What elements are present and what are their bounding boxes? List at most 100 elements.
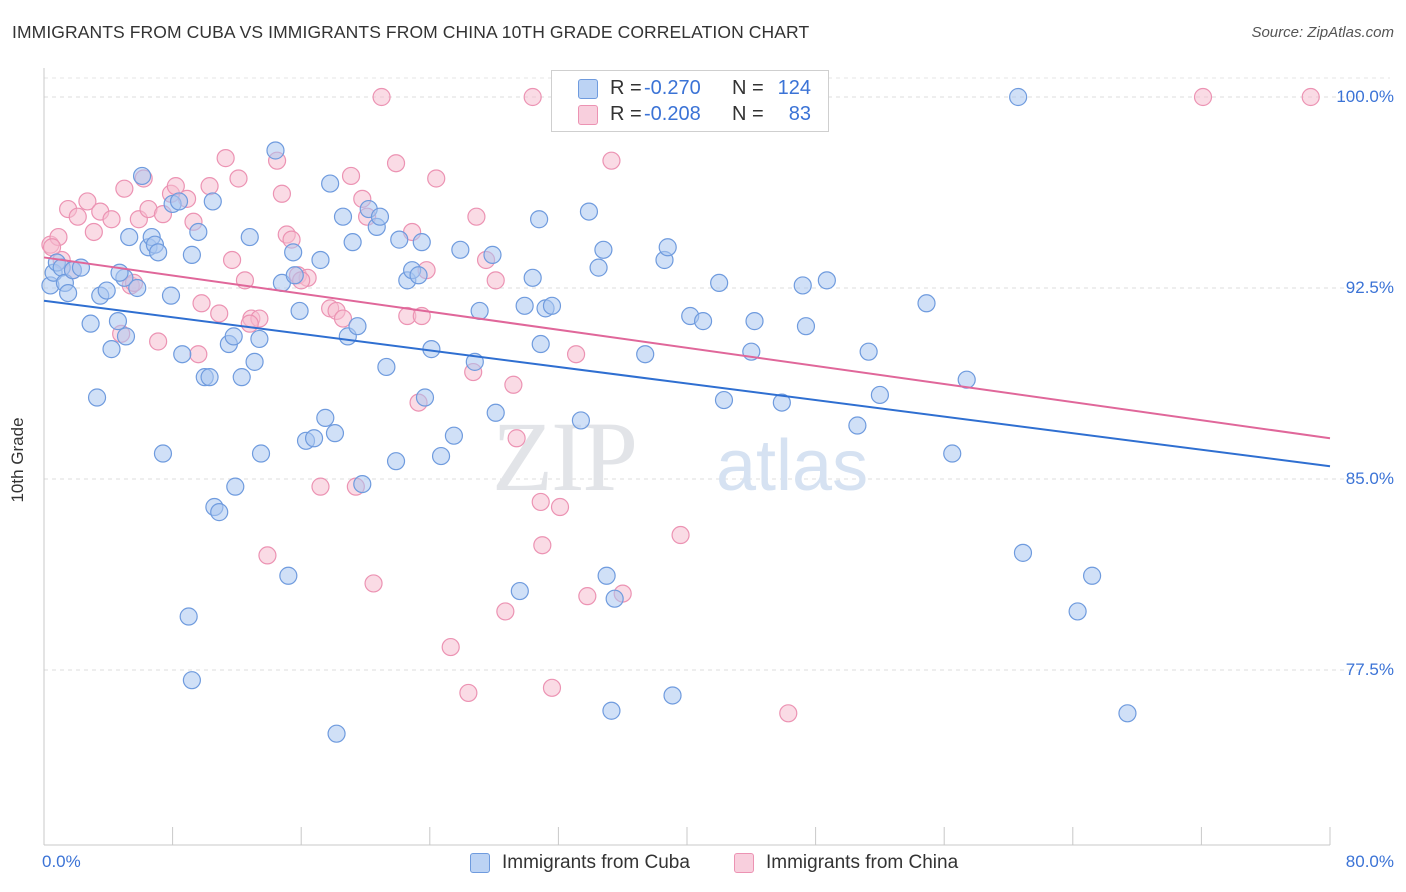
cuba-point (251, 444, 271, 463)
china-point (84, 222, 103, 242)
china-point (550, 497, 570, 517)
cuba-point (161, 286, 181, 305)
cuba-point (542, 296, 562, 315)
watermark-atlas: atlas (716, 426, 868, 506)
cuba-point (451, 240, 470, 259)
china-point (42, 238, 62, 257)
axes (43, 68, 1331, 846)
cuba-point (132, 166, 152, 186)
cuba-swatch (470, 853, 490, 873)
china-point (341, 166, 361, 186)
cuba-trend-line (43, 299, 1331, 468)
cuba-point (412, 233, 431, 252)
china-point (467, 207, 486, 226)
cuba-point (409, 266, 428, 285)
legend-row-cuba: R = -0.270 N = 124 (552, 75, 828, 101)
cuba-point (796, 317, 816, 336)
china-point (566, 345, 586, 364)
china-point (200, 177, 219, 196)
cuba-point (325, 424, 345, 443)
cuba-point (1068, 602, 1087, 621)
cuba-point (311, 250, 330, 270)
cuba-point (444, 426, 464, 445)
y-tick-label: 92.5% (1345, 278, 1394, 297)
china-point (779, 704, 798, 723)
cuba-point (370, 207, 390, 226)
cuba-point (658, 238, 677, 257)
cuba-point (108, 312, 128, 331)
stats-legend: R = -0.270 N = 124 R = -0.208 N = 83 (551, 70, 829, 132)
cuba-point (1118, 704, 1137, 723)
china-point (531, 492, 550, 512)
china-point (523, 87, 542, 107)
china-point (496, 602, 515, 621)
china-point (240, 314, 259, 333)
cuba-point (153, 444, 173, 463)
china-point (533, 536, 552, 555)
cuba-point (848, 416, 867, 435)
cuba-point (817, 271, 836, 290)
cuba-point (663, 686, 682, 705)
cuba-point (793, 276, 812, 295)
china-point (671, 525, 690, 545)
y-tick-label: 77.5% (1345, 660, 1394, 679)
china-point (1301, 87, 1320, 107)
cuba-point (232, 368, 251, 387)
china-point (602, 151, 621, 170)
legend-n-label: N = (732, 77, 764, 99)
cuba-point (1009, 87, 1028, 107)
china-point (222, 250, 242, 270)
cuba-point (327, 724, 346, 743)
china-swatch (734, 853, 754, 873)
china-point (149, 332, 168, 351)
china-point (192, 294, 211, 313)
cuba-point (250, 329, 269, 349)
cuba-point (530, 210, 549, 229)
cuba-point (390, 230, 409, 249)
cuba-point (693, 312, 713, 331)
cuba-point (200, 368, 219, 387)
china-point (216, 149, 235, 168)
watermark-zip: ZIP (492, 401, 636, 512)
cuba-point (321, 174, 340, 193)
cuba-point (87, 388, 107, 407)
cuba-point (116, 327, 136, 346)
watermark: ZIP atlas (492, 401, 868, 512)
china-point (210, 304, 229, 323)
legend-r-label: R = (610, 103, 642, 125)
cuba-point (304, 429, 324, 448)
cuba-point (343, 233, 362, 252)
cuba-point (579, 202, 599, 221)
china-point (427, 169, 446, 188)
cuba-point (415, 388, 435, 407)
cuba-point (917, 294, 936, 313)
china-point (333, 309, 353, 328)
cuba-point (128, 278, 147, 298)
china-point (78, 192, 97, 211)
cuba-swatch (578, 79, 598, 99)
cuba-point (353, 474, 372, 494)
cuba-point (1082, 566, 1102, 585)
legend-row-china: R = -0.208 N = 83 (552, 101, 828, 127)
cuba-point (571, 411, 591, 430)
x-tick-label-right: 80.0% (1345, 852, 1394, 871)
cuba-point (510, 581, 529, 601)
china-point (258, 546, 277, 565)
cuba-point (226, 477, 245, 496)
cuba-point (182, 671, 201, 690)
cuba-point (772, 393, 791, 412)
china-trend-line (43, 256, 1331, 440)
china-point (507, 429, 526, 448)
cuba-point (173, 345, 192, 364)
china-swatch (578, 105, 598, 125)
cuba-point (431, 446, 451, 466)
china-point (386, 154, 406, 173)
legend-r-value: -0.208 (644, 103, 701, 125)
cuba-point (377, 357, 396, 377)
cuba-point (290, 301, 309, 321)
cuba-point (386, 452, 406, 471)
china-point (311, 477, 330, 496)
cuba-point (710, 273, 729, 293)
cuba-point (102, 340, 121, 359)
china-point (459, 683, 478, 703)
